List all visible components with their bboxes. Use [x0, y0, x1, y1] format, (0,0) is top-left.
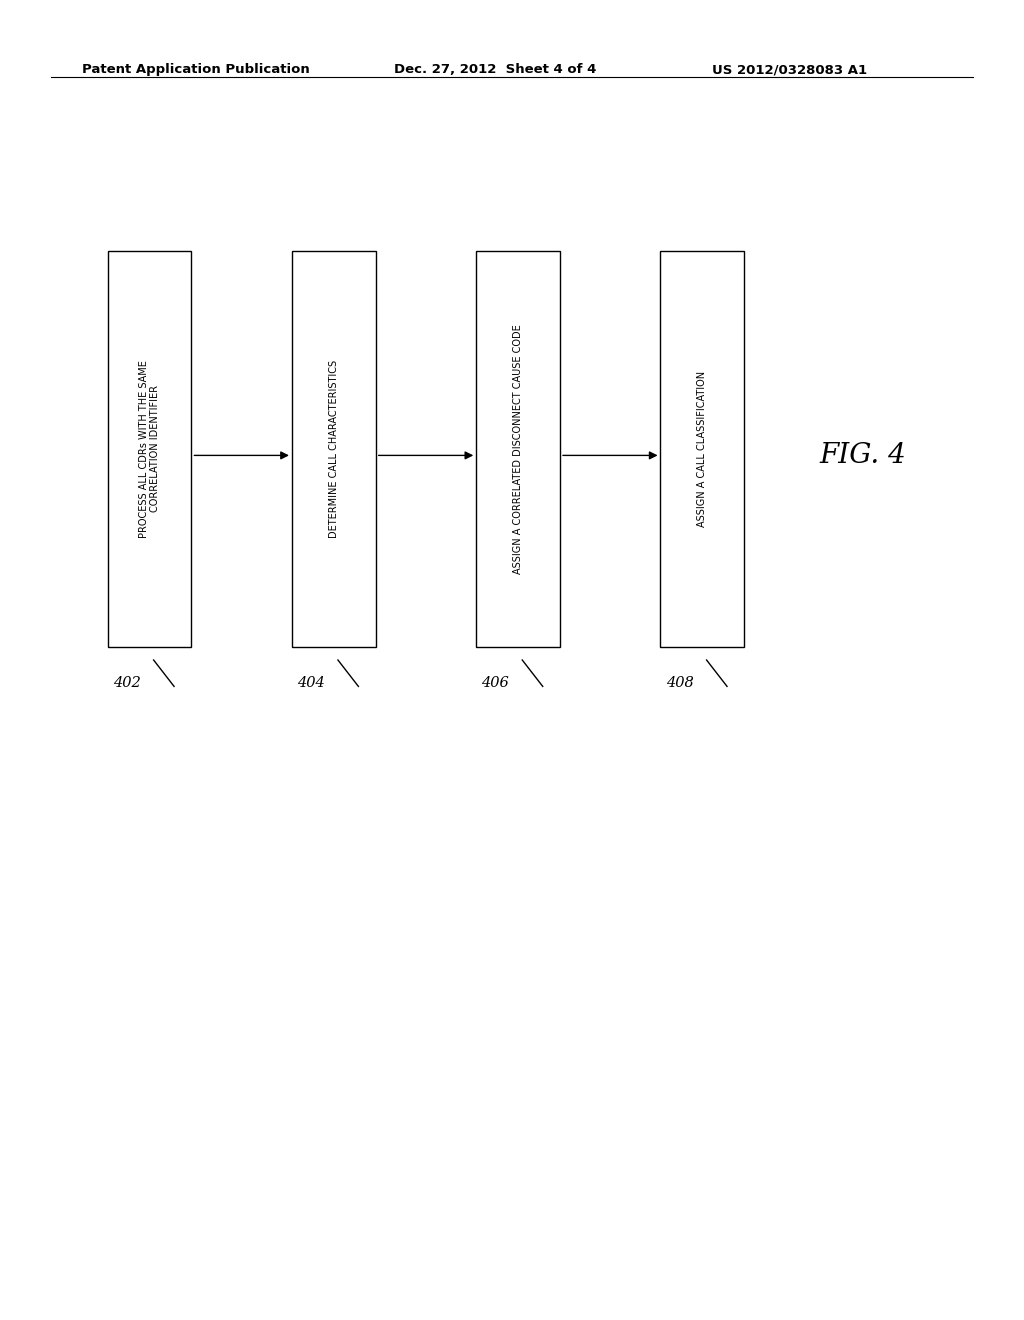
- Text: 408: 408: [666, 676, 693, 690]
- Text: 404: 404: [297, 676, 325, 690]
- Bar: [476, 251, 560, 647]
- Bar: [292, 251, 376, 647]
- Text: Patent Application Publication: Patent Application Publication: [82, 63, 309, 77]
- Text: Dec. 27, 2012  Sheet 4 of 4: Dec. 27, 2012 Sheet 4 of 4: [394, 63, 597, 77]
- Text: PROCESS ALL CDRs WITH THE SAME
CORRELATION IDENTIFIER: PROCESS ALL CDRs WITH THE SAME CORRELATI…: [138, 360, 161, 537]
- Text: ASSIGN A CORRELATED DISCONNECT CAUSE CODE: ASSIGN A CORRELATED DISCONNECT CAUSE COD…: [513, 323, 523, 574]
- Text: DETERMINE CALL CHARACTERISTICS: DETERMINE CALL CHARACTERISTICS: [329, 360, 339, 537]
- Text: FIG. 4: FIG. 4: [819, 442, 906, 469]
- Text: 406: 406: [481, 676, 509, 690]
- Bar: [108, 251, 191, 647]
- Bar: [660, 251, 744, 647]
- Text: ASSIGN A CALL CLASSIFICATION: ASSIGN A CALL CLASSIFICATION: [697, 371, 708, 527]
- Text: 402: 402: [113, 676, 140, 690]
- Text: US 2012/0328083 A1: US 2012/0328083 A1: [712, 63, 866, 77]
